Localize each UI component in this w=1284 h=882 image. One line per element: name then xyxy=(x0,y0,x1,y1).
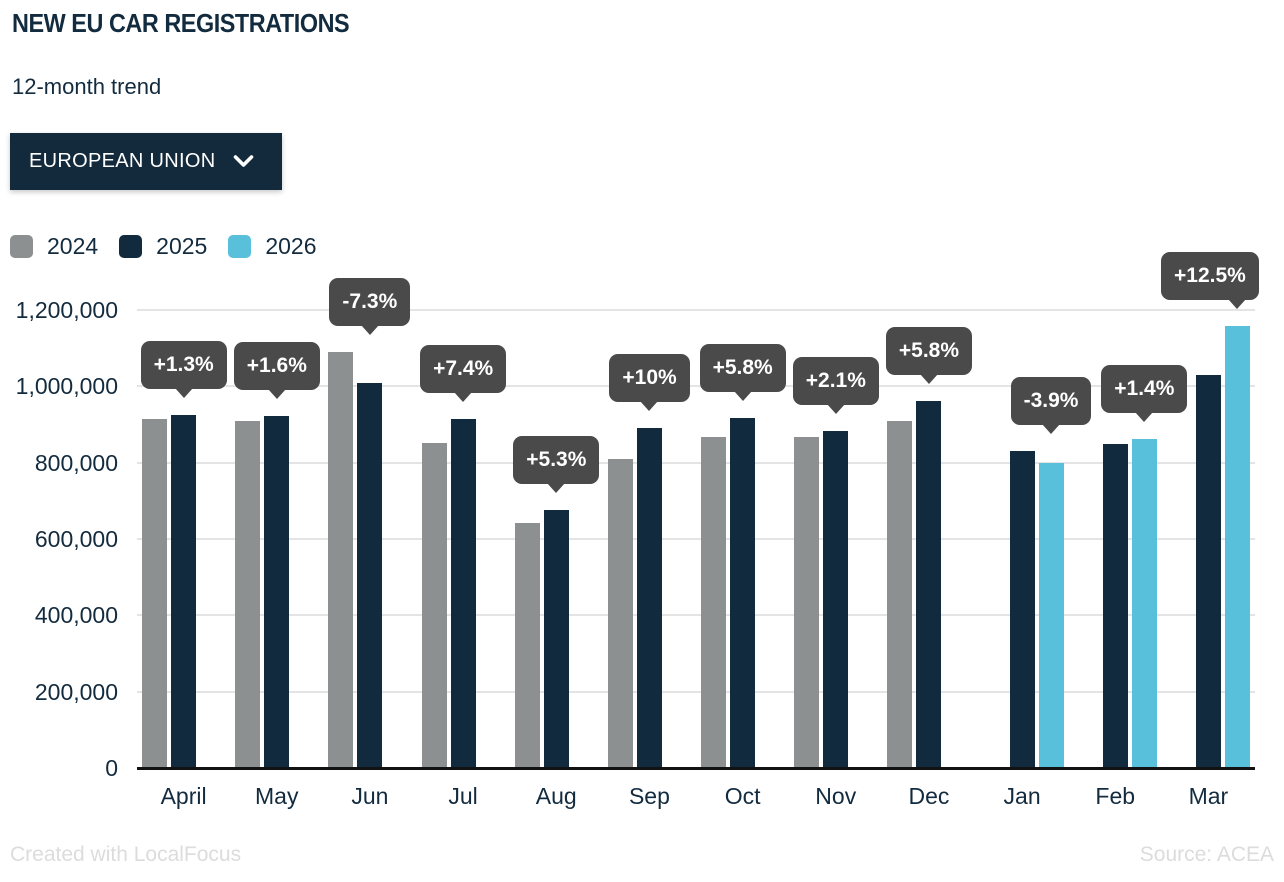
tooltip-pointer xyxy=(547,483,566,494)
y-axis-label: 800,000 xyxy=(34,449,118,476)
bar-2026-Mar[interactable] xyxy=(1224,326,1250,768)
x-axis-label-Jul: Jul xyxy=(448,783,478,809)
change-tooltip-April: +1.3% xyxy=(140,340,227,389)
x-axis-label-April: April xyxy=(160,783,207,809)
bar-2024-Sep[interactable] xyxy=(607,459,633,768)
legend-label: 2025 xyxy=(156,233,208,259)
bar-2025-Sep[interactable] xyxy=(636,428,662,768)
region-dropdown-label: EUROPEAN UNION xyxy=(29,150,216,172)
bar-2025-Dec[interactable] xyxy=(916,401,942,768)
region-dropdown[interactable]: EUROPEAN UNION xyxy=(10,133,282,190)
tooltip-pointer xyxy=(826,403,845,414)
y-axis-label: 600,000 xyxy=(34,526,118,552)
x-axis-label-Aug: Aug xyxy=(535,783,577,809)
legend-item-2026: 2026 xyxy=(228,233,317,260)
change-tooltip-Feb: +1.4% xyxy=(1101,365,1188,413)
gridline xyxy=(137,385,1255,388)
x-axis-label-Dec: Dec xyxy=(908,783,950,809)
gridline xyxy=(137,614,1255,617)
x-axis-label-Jan: Jan xyxy=(1003,783,1041,809)
tooltip-pointer xyxy=(267,388,286,399)
x-axis-line xyxy=(137,767,1255,770)
bar-2025-Jun[interactable] xyxy=(357,382,383,768)
change-tooltip-Aug: +5.3% xyxy=(513,436,600,485)
change-tooltip-Mar: +12.5% xyxy=(1161,252,1259,301)
x-axis-label-Nov: Nov xyxy=(815,783,857,809)
tooltip-pointer xyxy=(919,374,938,385)
x-axis-label-Feb: Feb xyxy=(1095,783,1136,809)
x-axis-label-Oct: Oct xyxy=(724,783,761,809)
tooltip-pointer xyxy=(733,391,752,402)
legend-swatch-2024 xyxy=(10,235,33,258)
bar-2024-Dec[interactable] xyxy=(887,421,913,768)
bar-2024-Nov[interactable] xyxy=(794,437,820,768)
legend-swatch-2025 xyxy=(119,235,143,258)
gridline xyxy=(137,309,1255,311)
tooltip-pointer xyxy=(1135,412,1154,422)
bar-2025-Aug[interactable] xyxy=(543,510,569,768)
x-axis-label-Jun: Jun xyxy=(351,783,389,809)
change-tooltip-Oct: +5.8% xyxy=(699,344,786,393)
change-tooltip-Jul: +7.4% xyxy=(420,344,507,393)
x-axis-label-May: May xyxy=(255,783,299,809)
chart-legend: 2024 2025 2026 xyxy=(10,233,338,260)
tooltip-pointer xyxy=(640,401,659,412)
gridline xyxy=(137,538,1255,540)
credit-text: Created with LocalFocus xyxy=(10,843,242,866)
x-axis-label-Mar: Mar xyxy=(1188,783,1229,809)
y-axis-label: 400,000 xyxy=(34,602,118,629)
y-axis-label: 1,000,000 xyxy=(15,373,118,400)
bar-2024-Jul[interactable] xyxy=(421,442,447,768)
bar-2024-April[interactable] xyxy=(142,419,168,768)
legend-item-2024: 2024 xyxy=(10,233,98,260)
bar-2025-Feb[interactable] xyxy=(1102,443,1128,768)
bar-2025-April[interactable] xyxy=(171,414,197,768)
bar-2025-Oct[interactable] xyxy=(730,418,756,768)
tooltip-pointer xyxy=(1228,299,1247,310)
bar-2025-Jul[interactable] xyxy=(450,418,476,768)
tooltip-pointer xyxy=(1042,423,1061,434)
tooltip-pointer xyxy=(454,391,473,402)
gridline xyxy=(137,690,1255,693)
bar-2026-Jan[interactable] xyxy=(1038,463,1064,768)
bar-2026-Feb[interactable] xyxy=(1131,439,1157,768)
change-tooltip-Jan: -3.9% xyxy=(1010,376,1092,425)
bar-2025-Mar[interactable] xyxy=(1195,375,1221,768)
y-axis-label: 200,000 xyxy=(34,678,118,705)
legend-swatch-2026 xyxy=(228,235,252,258)
y-axis-label: 1,200,000 xyxy=(15,297,118,323)
legend-label: 2026 xyxy=(265,233,317,259)
tooltip-pointer xyxy=(174,387,193,398)
bar-2024-Oct[interactable] xyxy=(701,437,727,768)
chevron-down-icon xyxy=(234,155,254,167)
bar-2025-May[interactable] xyxy=(264,415,290,768)
change-tooltip-Jun: -7.3% xyxy=(329,278,411,327)
source-text: Source: ACEA xyxy=(1139,843,1274,866)
change-tooltip-May: +1.6% xyxy=(233,341,320,390)
bar-2024-Jun[interactable] xyxy=(328,352,354,768)
bar-2024-Aug[interactable] xyxy=(514,523,540,768)
page-title: NEW EU CAR REGISTRATIONS xyxy=(12,8,350,38)
tooltip-pointer xyxy=(360,325,379,336)
gridline xyxy=(137,461,1255,464)
bar-2025-Jan[interactable] xyxy=(1009,450,1035,768)
legend-label: 2024 xyxy=(47,233,99,259)
chart-subtitle: 12-month trend xyxy=(12,74,162,99)
bar-2025-Nov[interactable] xyxy=(823,430,849,768)
change-tooltip-Nov: +2.1% xyxy=(792,356,879,405)
bar-2024-May[interactable] xyxy=(235,421,261,768)
x-axis-label-Sep: Sep xyxy=(628,783,670,809)
change-tooltip-Dec: +5.8% xyxy=(885,327,973,376)
legend-item-2025: 2025 xyxy=(119,233,207,260)
y-axis-label: 0 xyxy=(105,755,118,781)
change-tooltip-Sep: +10% xyxy=(609,354,690,403)
